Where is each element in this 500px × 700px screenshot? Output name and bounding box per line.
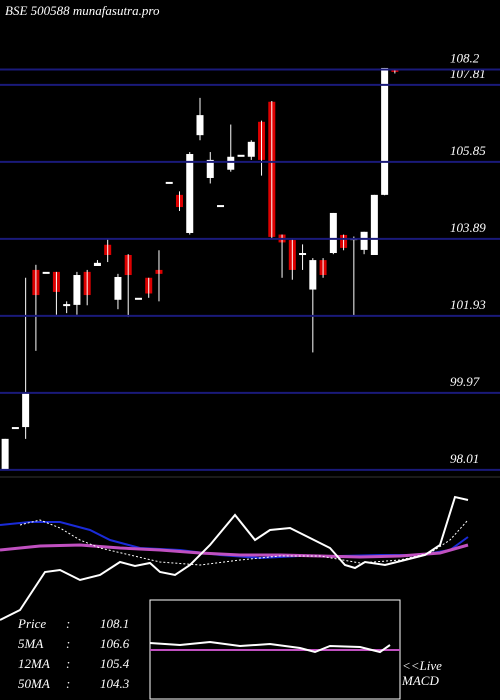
y-tick-label: 105.85 (450, 143, 486, 158)
y-tick-label: 98.01 (450, 451, 479, 466)
legend-label: 50MA (18, 676, 50, 691)
legend-sep: : (66, 616, 70, 631)
legend-sep: : (66, 676, 70, 691)
legend-value: 108.1 (100, 616, 129, 631)
candle-body (11, 427, 19, 430)
candle-body (134, 297, 142, 300)
legend-sep: : (66, 656, 70, 671)
macd-line (149, 640, 391, 654)
legend-value: 104.3 (100, 676, 130, 691)
legend-label: Price (17, 616, 46, 631)
ma-line (0, 543, 469, 559)
live-label: <<Live (402, 658, 442, 673)
y-tick-label: 103.89 (450, 220, 486, 235)
candle-body (165, 181, 173, 184)
y-tick-label: 107.81 (450, 66, 486, 81)
legend-label: 5MA (18, 636, 43, 651)
ma-line (0, 521, 469, 560)
y-tick-label: 99.97 (450, 374, 480, 389)
legend-label: 12MA (18, 656, 50, 671)
candle-body (237, 154, 245, 157)
legend-value: 106.6 (100, 636, 130, 651)
legend-value: 105.4 (100, 656, 130, 671)
y-tick-label: 108.2 (450, 51, 480, 66)
legend-sep: : (66, 636, 70, 651)
macd-label: MACD (401, 673, 439, 688)
candle-body (42, 271, 50, 274)
y-tick-label: 101.93 (450, 297, 486, 312)
price-line (0, 495, 469, 621)
candle-body (217, 205, 225, 208)
chart-title: BSE 500588 munafasutra.pro (5, 3, 160, 18)
